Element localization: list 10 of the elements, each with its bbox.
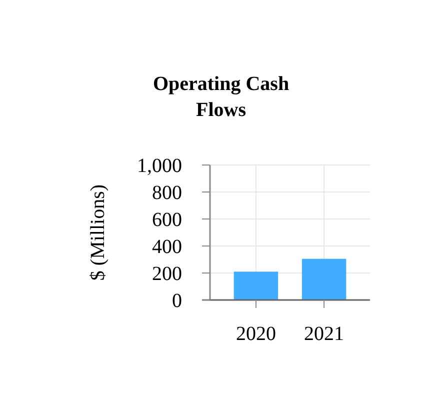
x-tick-label: 2020 [236, 323, 276, 345]
chart-title: Operating Cash Flows [152, 73, 290, 121]
y-tick-label: 0 [172, 290, 182, 312]
y-tick-label: 1,000 [137, 155, 182, 177]
x-tick-label: 2021 [304, 323, 344, 345]
y-tick-label: 800 [152, 182, 182, 204]
y-tick-label: 200 [152, 263, 182, 285]
y-axis-title: $ (Millions) [87, 184, 109, 281]
y-tick-label: 400 [152, 236, 182, 258]
y-tick-label: 600 [152, 209, 182, 231]
